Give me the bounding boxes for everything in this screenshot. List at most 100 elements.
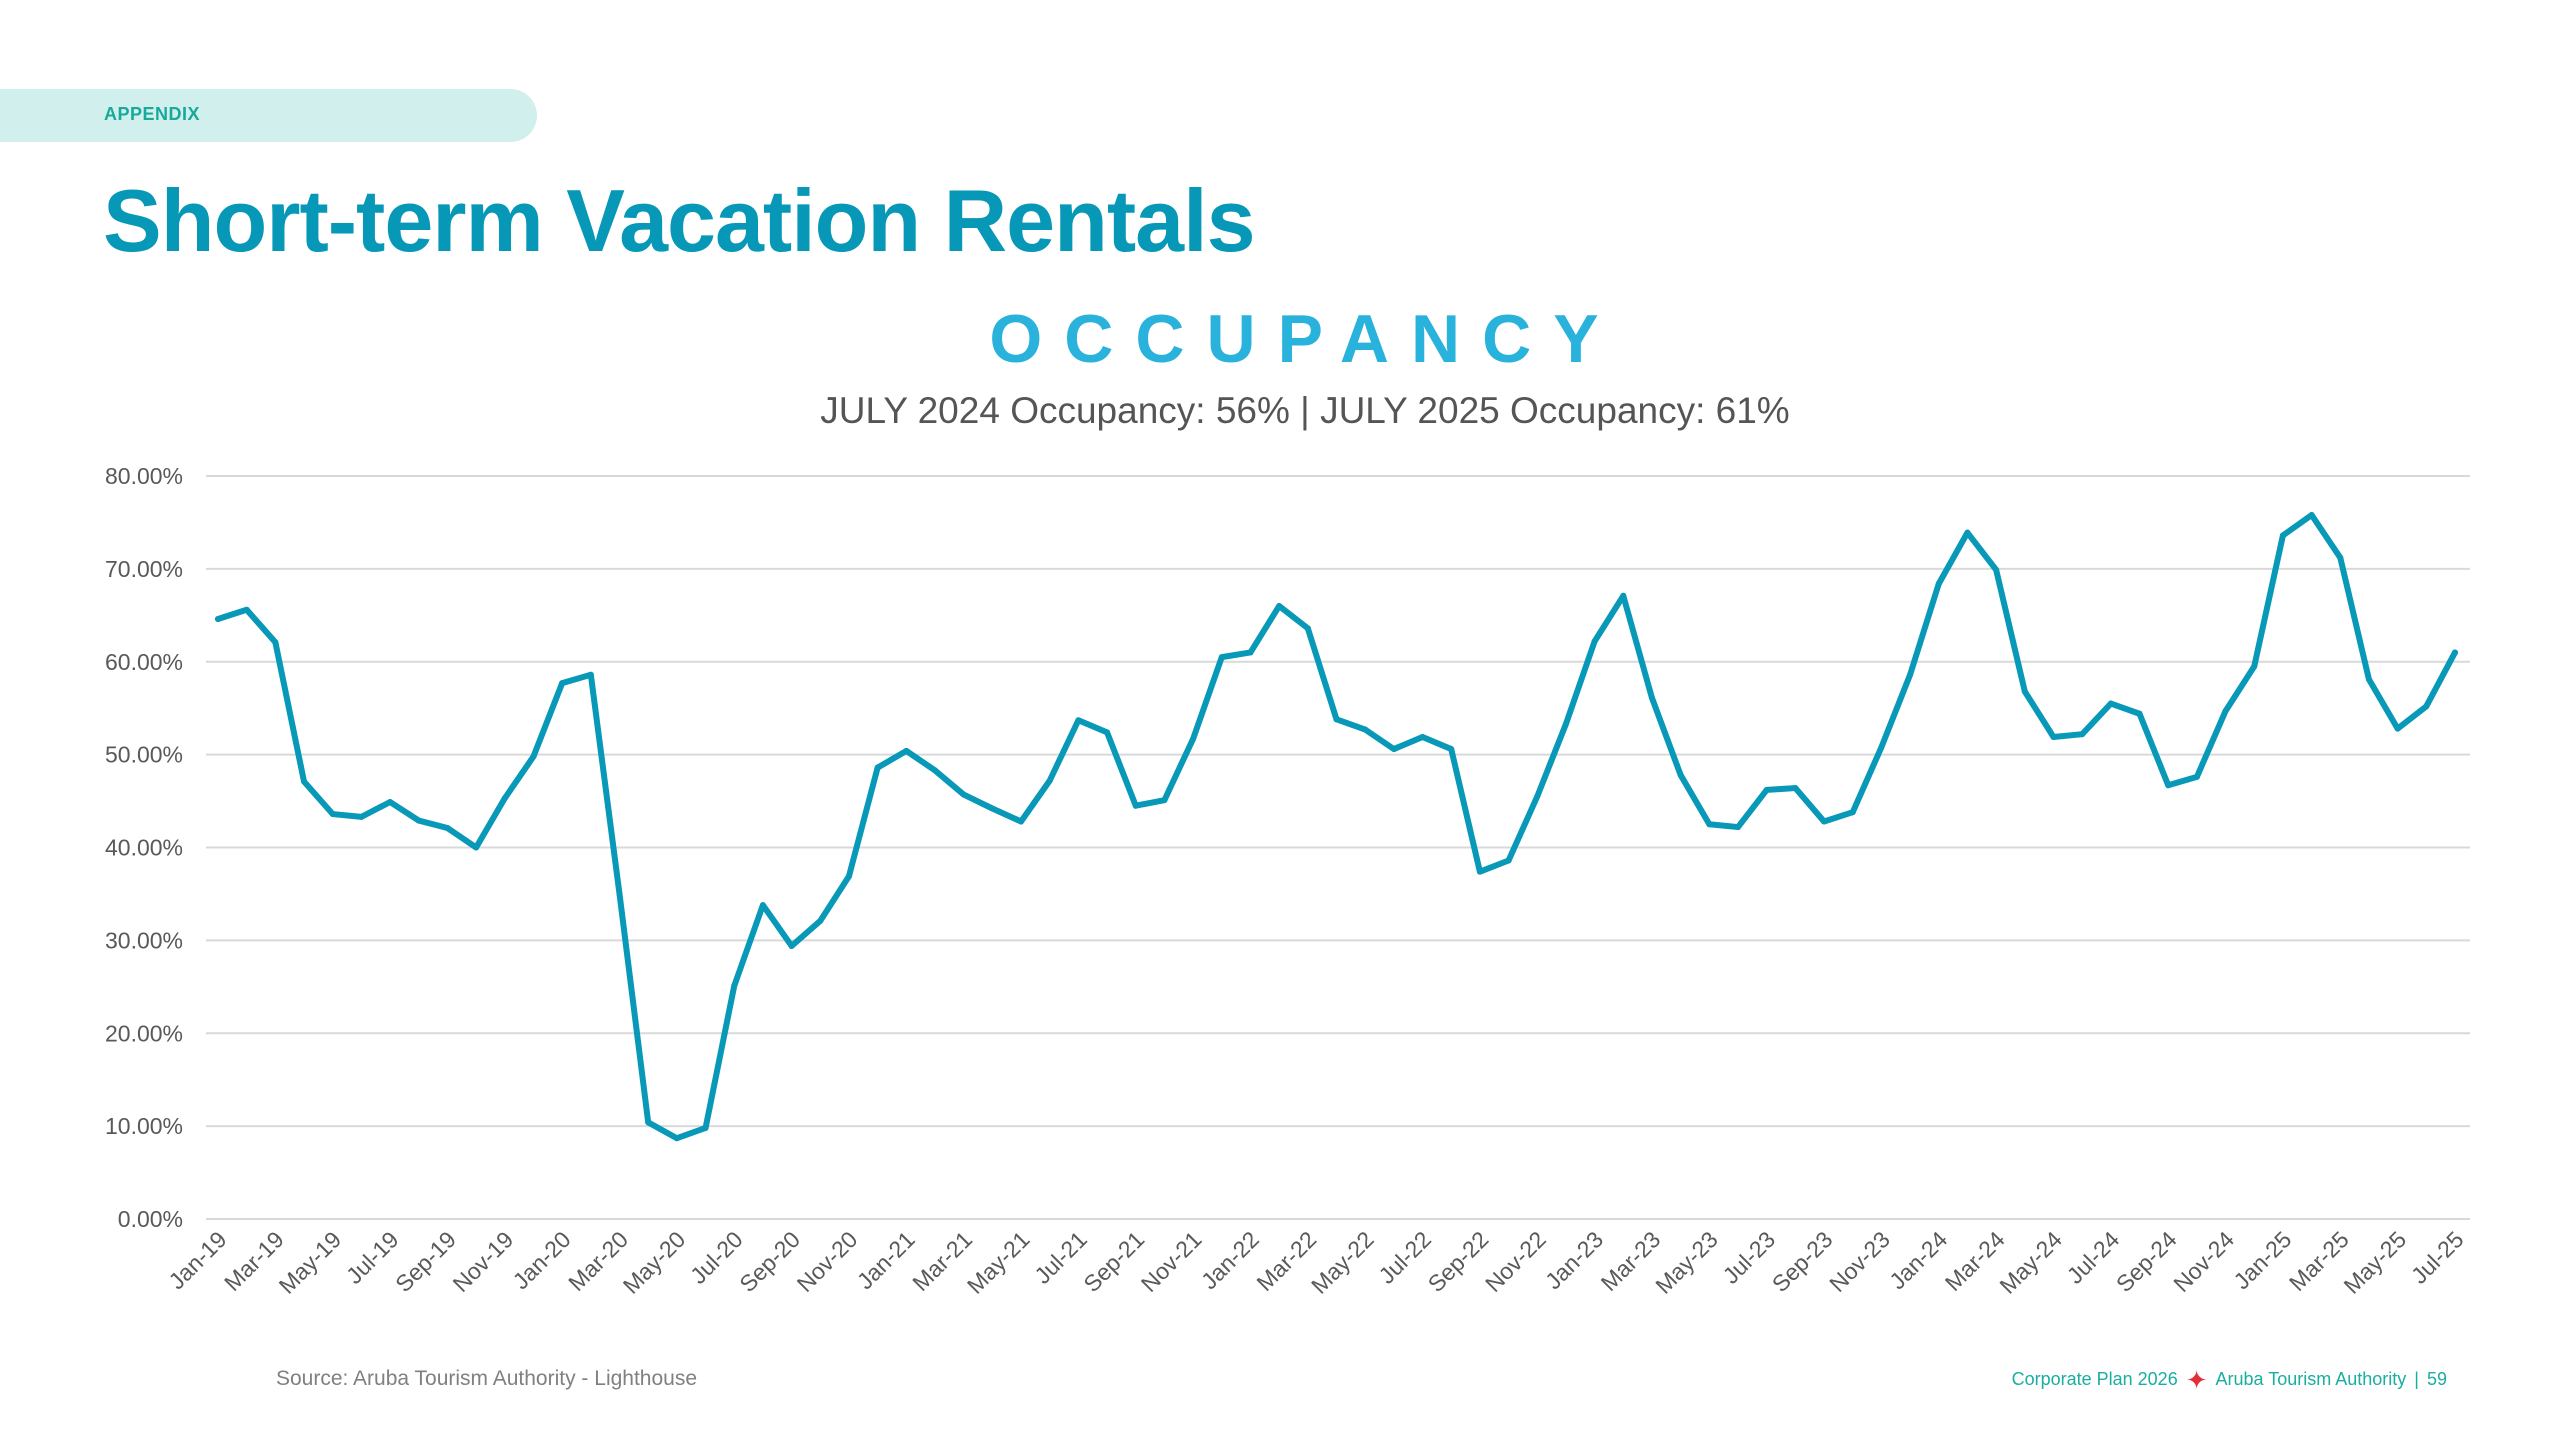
x-tick-label: May-20 — [618, 1226, 691, 1299]
data-point — [473, 844, 480, 851]
x-tick-label: Nov-20 — [792, 1226, 863, 1297]
data-point — [1132, 802, 1139, 809]
x-tick-label: May-19 — [274, 1226, 347, 1299]
chart-subtitle: JULY 2024 Occupancy: 56% | JULY 2025 Occ… — [820, 390, 1790, 431]
x-tick-label: May-24 — [1994, 1226, 2067, 1299]
y-tick-label: 10.00% — [105, 1113, 183, 1139]
x-tick-label: Nov-24 — [2168, 1226, 2239, 1297]
x-tick-label: May-21 — [962, 1226, 1035, 1299]
data-point — [2107, 700, 2114, 707]
x-tick-label: Nov-21 — [1136, 1226, 1207, 1297]
x-tick-label: Sep-22 — [1423, 1226, 1494, 1297]
star-logo-icon: ✦ — [2185, 1364, 2208, 1395]
data-point — [1046, 777, 1053, 784]
data-point — [2365, 676, 2372, 683]
data-point — [1706, 821, 1713, 828]
data-point — [845, 873, 852, 880]
data-point — [1018, 818, 1025, 825]
data-point — [1333, 716, 1340, 723]
y-tick-label: 60.00% — [105, 649, 183, 675]
data-point — [243, 606, 250, 613]
data-point — [788, 942, 795, 949]
data-point — [1476, 868, 1483, 875]
footer-separator: | — [2414, 1369, 2419, 1389]
data-point — [1591, 638, 1598, 645]
data-point — [1935, 580, 1942, 587]
data-point — [530, 753, 537, 760]
x-tick-label: May-23 — [1650, 1226, 1723, 1299]
x-tick-label: Sep-23 — [1767, 1226, 1838, 1297]
data-point — [2136, 710, 2143, 717]
y-tick-label: 80.00% — [105, 463, 183, 489]
data-point — [272, 639, 279, 646]
data-point — [587, 671, 594, 678]
data-point — [817, 917, 824, 924]
data-point — [702, 1124, 709, 1131]
x-tick-label: Nov-19 — [448, 1226, 519, 1297]
data-point — [874, 764, 881, 771]
x-tick-label: Jan-22 — [1196, 1226, 1264, 1294]
data-point — [501, 795, 508, 802]
data-point — [1390, 746, 1397, 753]
data-point — [358, 813, 365, 820]
data-point — [1075, 717, 1082, 724]
data-point — [2079, 731, 2086, 738]
data-point — [1907, 671, 1914, 678]
data-point — [1993, 566, 2000, 573]
page-title: Short-term Vacation Rentals — [103, 171, 1256, 270]
x-tick-label: May-22 — [1306, 1226, 1379, 1299]
footer-plan: Corporate Plan 2026 — [2011, 1369, 2178, 1389]
x-tick-label: May-25 — [2339, 1226, 2412, 1299]
data-point — [2308, 512, 2315, 519]
section-tag: APPENDIX — [0, 89, 537, 142]
data-point — [301, 778, 308, 785]
x-tick-label: Nov-23 — [1824, 1226, 1895, 1297]
source-note: Source: Aruba Tourism Authority - Lighth… — [276, 1367, 698, 1390]
data-point — [989, 805, 996, 812]
data-point — [1362, 726, 1369, 733]
data-point — [731, 982, 738, 989]
data-point — [2423, 703, 2430, 710]
data-point — [673, 1135, 680, 1142]
x-tick-label: Jul-25 — [2406, 1226, 2469, 1289]
data-point — [2165, 782, 2172, 789]
data-point — [759, 902, 766, 909]
occupancy-line-chart: 0.00% 10.00% 20.00% 30.00% 40.00% 50.00% 60.00… — [105, 463, 2470, 1299]
data-point — [559, 680, 566, 687]
data-point — [1878, 744, 1885, 751]
y-tick-label: 50.00% — [105, 742, 183, 768]
x-tick-label: Sep-24 — [2111, 1226, 2182, 1297]
x-tick-label: Sep-20 — [734, 1226, 805, 1297]
data-point — [645, 1119, 652, 1126]
data-point — [1419, 733, 1426, 740]
x-tick-label: Jan-25 — [2228, 1226, 2296, 1294]
x-tick-label: Sep-19 — [390, 1226, 461, 1297]
data-point — [2337, 554, 2344, 561]
data-point — [931, 767, 938, 774]
data-point — [1448, 746, 1455, 753]
chart-title: OCCUPANCY — [989, 301, 1621, 377]
data-point — [415, 817, 422, 824]
data-point — [215, 616, 221, 623]
y-tick-label: 70.00% — [105, 556, 183, 582]
data-point — [2251, 663, 2258, 670]
data-point — [960, 791, 967, 798]
data-point — [903, 747, 910, 754]
data-point — [1763, 786, 1770, 793]
data-point — [1161, 797, 1168, 804]
x-tick-label: Jan-21 — [852, 1226, 920, 1294]
data-point — [1735, 824, 1742, 831]
data-point — [2050, 733, 2057, 740]
page-number: 59 — [2426, 1369, 2447, 1389]
x-tick-label: Jan-19 — [163, 1226, 231, 1294]
footer: Corporate Plan 2026 ✦ Aruba Tourism Auth… — [2011, 1364, 2447, 1395]
data-point — [329, 811, 336, 818]
data-point — [1964, 529, 1971, 536]
x-tick-label: Jan-20 — [508, 1226, 576, 1294]
data-point — [1620, 592, 1627, 599]
data-point — [1849, 809, 1856, 816]
data-point — [1190, 735, 1197, 742]
data-point — [1505, 857, 1512, 864]
x-tick-label: Nov-22 — [1480, 1226, 1551, 1297]
data-point — [1821, 818, 1828, 825]
